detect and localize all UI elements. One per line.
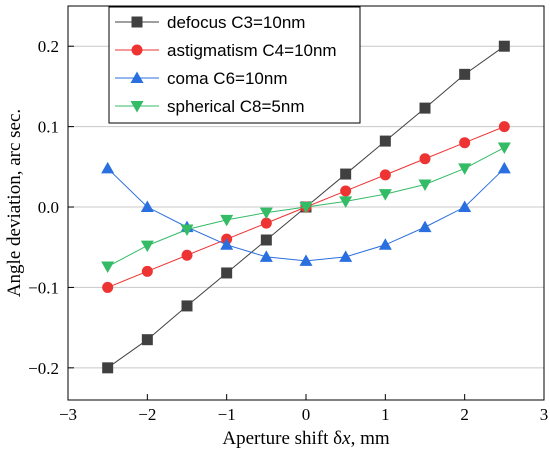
data-point <box>459 68 471 80</box>
legend-label: astigmatism C4=10nm <box>167 41 337 60</box>
series-triangle-up <box>101 161 511 266</box>
y-tick-label: 0.0 <box>38 198 59 217</box>
data-point <box>140 200 154 213</box>
data-point <box>260 217 272 229</box>
data-point <box>220 238 234 250</box>
data-point <box>102 281 114 293</box>
legend-marker <box>130 71 144 83</box>
data-point <box>378 238 392 250</box>
series-triangle-down <box>101 142 511 274</box>
legend-marker <box>131 44 143 56</box>
data-point <box>497 161 511 174</box>
data-point <box>419 102 431 114</box>
x-axis-label: Aperture shift δx, mm <box>222 428 389 449</box>
data-point <box>498 121 510 133</box>
x-tick-label: −3 <box>59 405 77 424</box>
data-point <box>340 185 352 197</box>
data-point <box>378 189 392 201</box>
data-point <box>101 161 115 174</box>
y-tick-label: −0.2 <box>28 359 59 378</box>
data-point <box>220 214 234 227</box>
legend-label: spherical C8=5nm <box>167 97 305 116</box>
data-point <box>259 207 273 220</box>
legend-entry: coma C6=10nm <box>115 69 287 88</box>
data-point <box>339 196 353 208</box>
data-point <box>260 234 272 246</box>
legend-label: coma C6=10nm <box>167 69 287 88</box>
data-point <box>497 142 511 155</box>
x-tick-label: 0 <box>302 405 311 424</box>
data-point <box>299 254 313 266</box>
data-point <box>180 224 194 237</box>
data-point <box>419 153 431 165</box>
data-point <box>141 265 153 277</box>
y-axis-label: Angle deviation, arc sec. <box>4 109 25 297</box>
data-point <box>418 220 432 233</box>
series-layer <box>101 40 511 374</box>
y-tick-label: 0.2 <box>38 37 59 56</box>
x-tick-label: −1 <box>218 405 236 424</box>
legend-box <box>108 6 361 124</box>
data-point <box>101 261 115 274</box>
data-point <box>140 240 154 253</box>
data-point <box>339 250 353 262</box>
data-point <box>418 179 432 192</box>
legend-label: defocus C3=10nm <box>167 13 305 32</box>
data-point <box>299 202 313 214</box>
data-point <box>458 200 472 213</box>
x-tick-label: 3 <box>540 405 549 424</box>
data-point <box>340 168 352 180</box>
legend-entry: spherical C8=5nm <box>115 97 305 116</box>
axis-ticks: −0.2 −0.1 0.0 0.1 0.2 −3 −2 −1 0 1 2 3 <box>28 37 548 424</box>
data-point <box>181 300 193 312</box>
data-point <box>259 250 273 262</box>
data-point <box>141 334 153 346</box>
data-point <box>458 163 472 175</box>
y-tick-label: −0.1 <box>28 278 59 297</box>
data-point <box>379 169 391 181</box>
data-point <box>102 362 114 374</box>
x-tick-label: −2 <box>138 405 156 424</box>
data-point <box>498 40 510 52</box>
legend-marker <box>130 101 144 113</box>
legend-entry: astigmatism C4=10nm <box>115 41 337 60</box>
legend-entry: defocus C3=10nm <box>115 13 305 32</box>
x-tick-label: 2 <box>460 405 469 424</box>
legend-marker <box>131 16 143 28</box>
data-point <box>221 267 233 279</box>
x-tick-label: 1 <box>381 405 390 424</box>
legend: defocus C3=10nm astigmatism C4=10nm coma C… <box>108 6 361 124</box>
data-point <box>181 249 193 261</box>
data-point <box>379 135 391 147</box>
data-point <box>459 137 471 149</box>
series-line <box>107 168 505 262</box>
y-tick-label: 0.1 <box>38 118 59 137</box>
